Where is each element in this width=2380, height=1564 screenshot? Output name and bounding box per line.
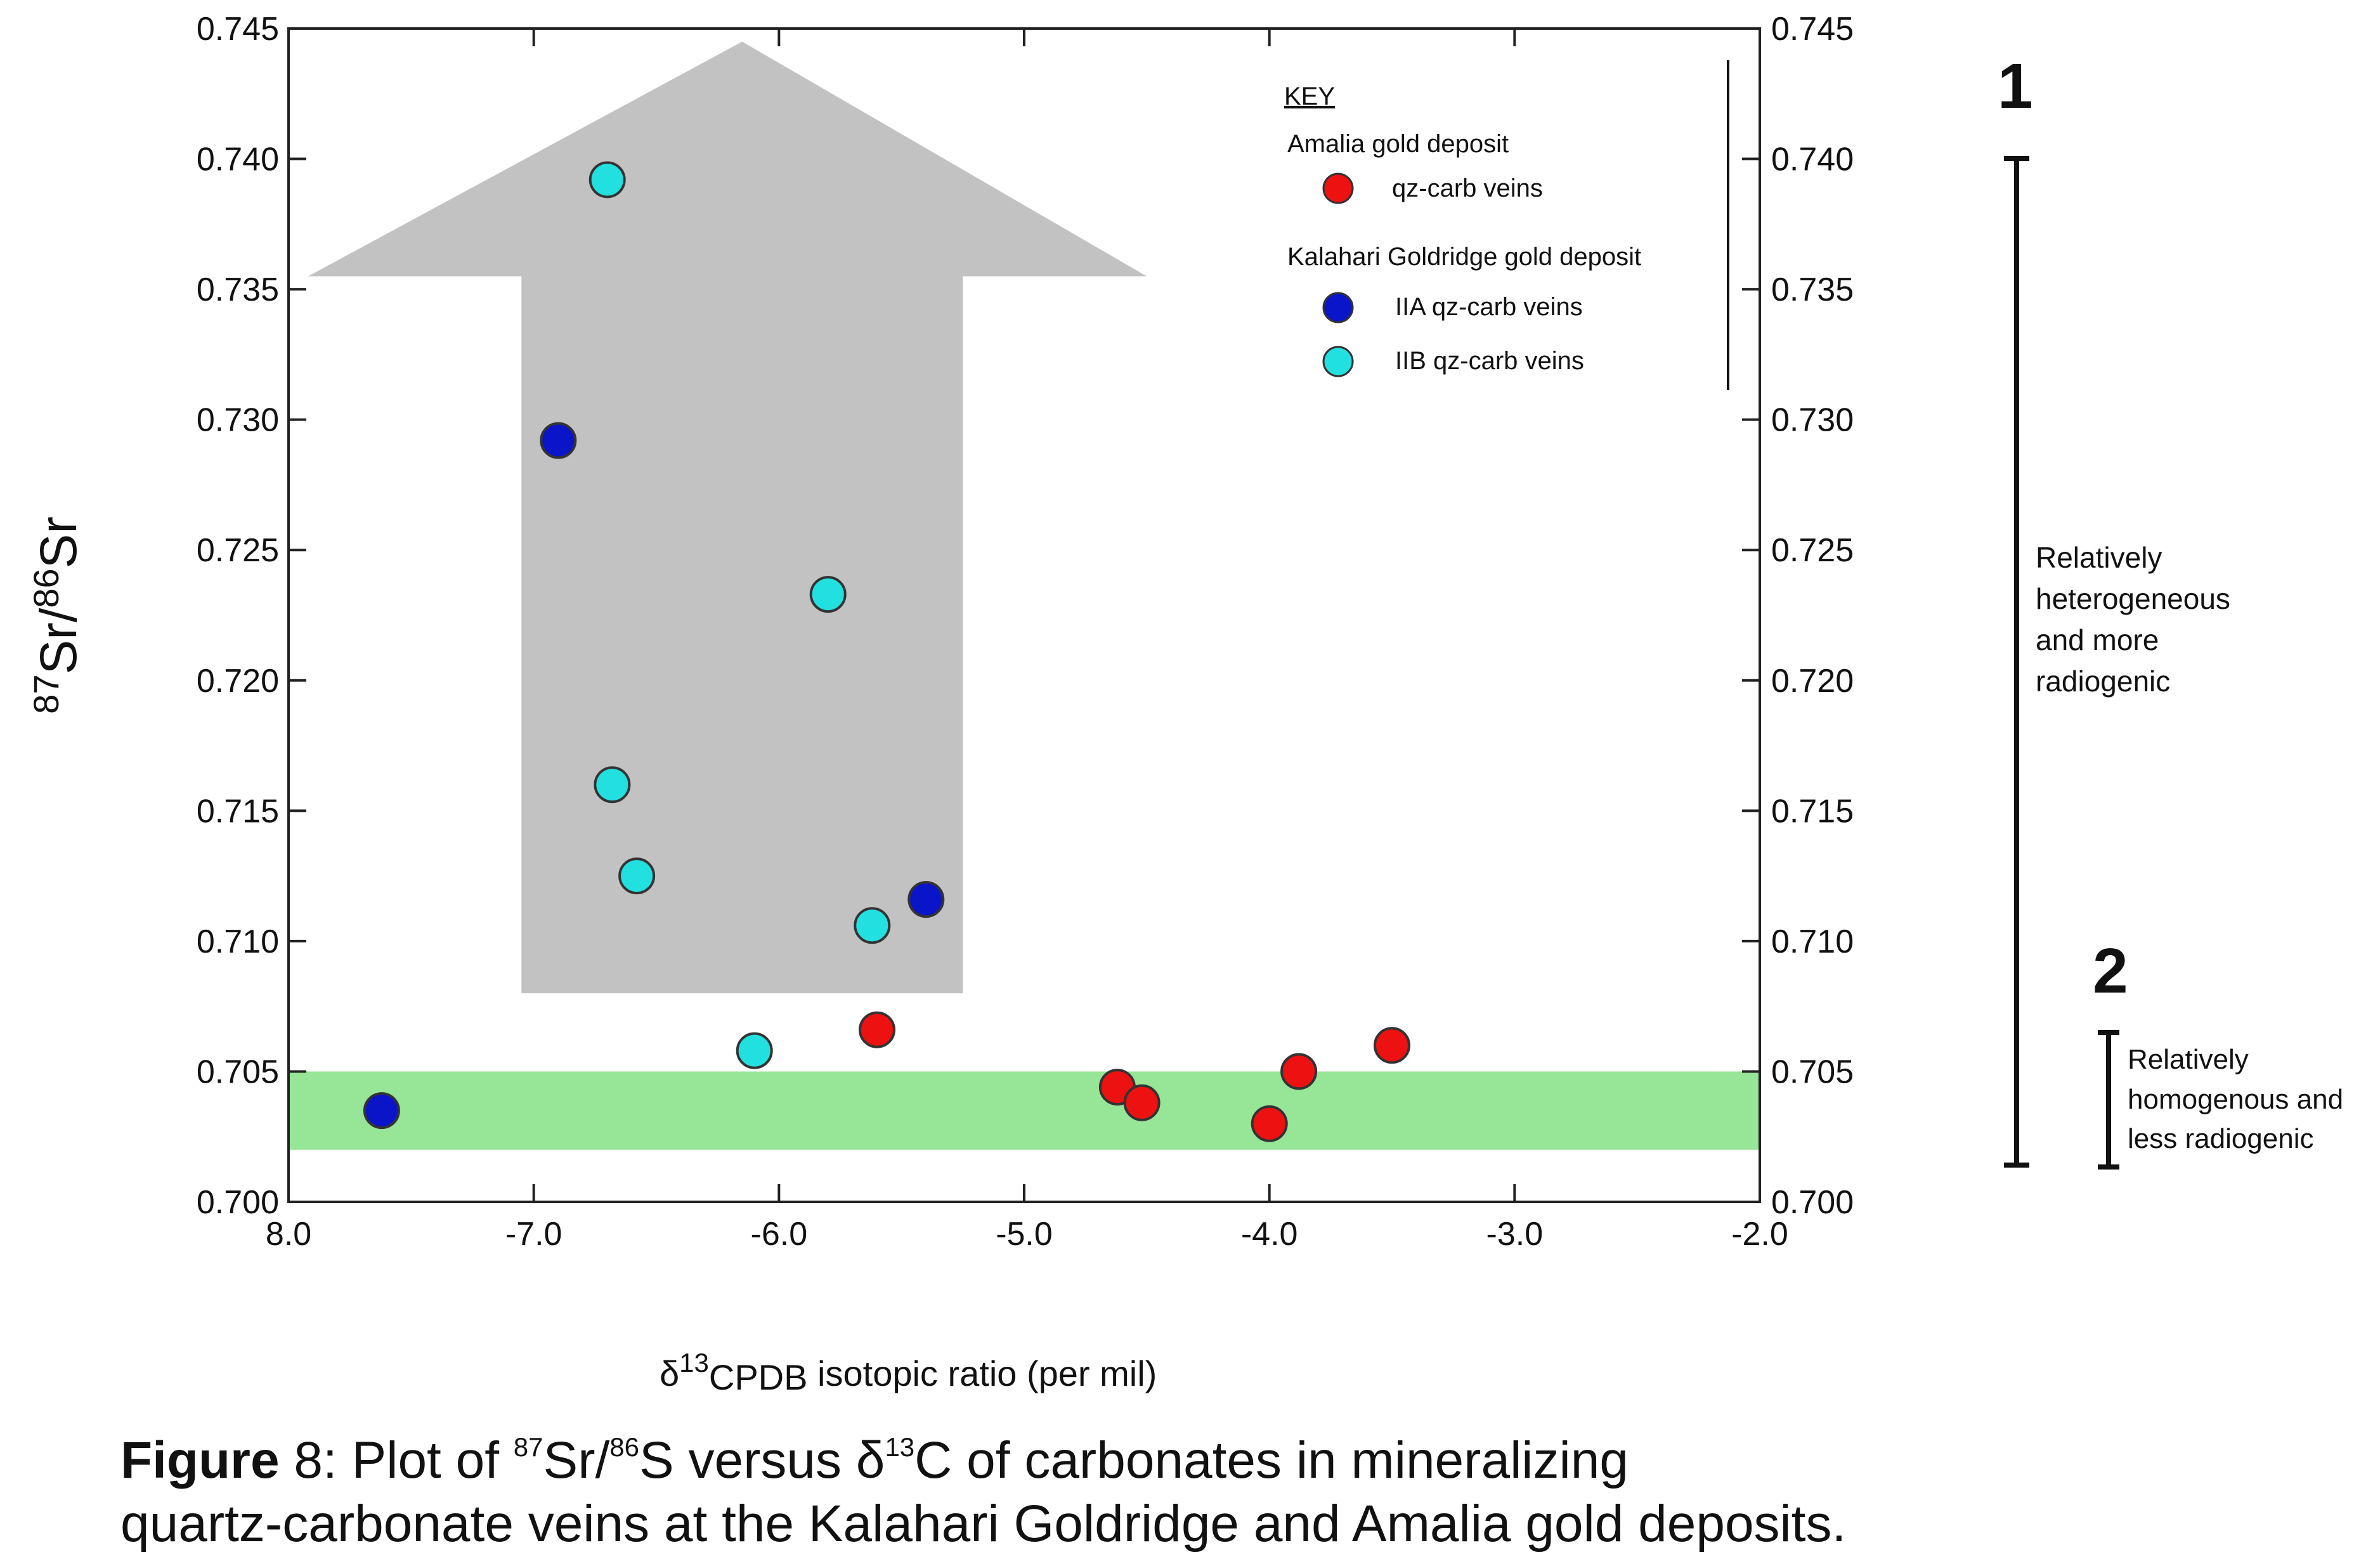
data-points	[363, 161, 1410, 1142]
y-left-tick-label: 0.740	[197, 141, 279, 178]
y-axis-label: 87Sr/86Sr	[26, 516, 88, 714]
up-arrow	[308, 41, 1147, 994]
x-tick-label: -7.0	[505, 1216, 562, 1253]
data-point-series-0	[1251, 1105, 1288, 1142]
y-label-mid: Sr/	[30, 608, 88, 674]
x-tick-label: -6.0	[751, 1216, 808, 1253]
x-axis-label: δ13CPDB isotopic ratio (per mil)	[660, 1348, 1157, 1397]
y-right-tick-label: 0.735	[1771, 271, 1854, 308]
x-tick-label: -3.0	[1486, 1216, 1544, 1253]
data-point-series-0	[1374, 1027, 1410, 1064]
x-tick-label: 8.0	[266, 1216, 311, 1253]
x-label-prefix: δ	[660, 1353, 679, 1393]
axis-ticks	[287, 27, 1761, 1203]
x-tick-label: -2.0	[1731, 1216, 1788, 1253]
group2-text-1: Relatively	[2128, 1044, 2249, 1075]
y-right-tick-label: 0.730	[1771, 402, 1854, 439]
x-tick-label: -5.0	[996, 1216, 1053, 1253]
data-point-series-1	[907, 881, 945, 918]
data-point-series-2	[736, 1032, 773, 1069]
legend-marker-amalia	[1322, 173, 1354, 204]
caption-line-2: quartz-carbonate veins at the Kalahari G…	[120, 1495, 1846, 1553]
caption-bold: Figure	[120, 1431, 280, 1489]
data-point-series-1	[363, 1092, 400, 1130]
data-point-series-2	[588, 161, 626, 199]
data-point-series-2	[594, 766, 631, 804]
figure-caption: Figure 8: Plot of 87Sr/86S versus δ13C o…	[120, 1431, 1846, 1553]
legend-group2: Kalahari Goldridge gold deposit	[1287, 243, 1641, 271]
legend-iia-label: IIA qz-carb veins	[1395, 293, 1583, 321]
caption-sup-87: 87	[514, 1432, 543, 1462]
y-label-sup2: 86	[26, 568, 66, 608]
y-label-end: Sr	[30, 516, 88, 568]
data-point-series-0	[859, 1011, 895, 1048]
legend-marker-iib	[1322, 346, 1354, 377]
y-right-tick-label: 0.700	[1771, 1184, 1854, 1221]
caption-line-1: Figure 8: Plot of 87Sr/86S versus δ13C o…	[120, 1431, 1629, 1489]
group1-text-1: Relatively	[2036, 541, 2162, 574]
x-label-rest: isotopic ratio (per mil)	[807, 1353, 1157, 1393]
group-annotations: 1 Relatively heterogeneous and more radi…	[1998, 51, 2343, 1170]
y-right-tick-label: 0.705	[1771, 1053, 1854, 1090]
axis-tick-labels: 0.700 0.700 0.705 0.705 0.710 0.710 0.715 0.715…	[197, 11, 1854, 1253]
x-label-sub: CPDB	[709, 1357, 808, 1397]
y-right-tick-label: 0.725	[1771, 532, 1854, 569]
group2-text-3: less radiogenic	[2128, 1123, 2314, 1154]
caption-part-a: 8: Plot of	[280, 1431, 514, 1489]
caption-part-b: Sr/	[543, 1431, 610, 1489]
legend-heading: KEY	[1284, 82, 1335, 110]
group2-text-2: homogenous and	[2128, 1084, 2343, 1115]
x-tick-label: -4.0	[1241, 1216, 1298, 1253]
legend-group1: Amalia gold deposit	[1287, 130, 1509, 158]
y-left-tick-label: 0.745	[197, 11, 279, 48]
group1-text-3: and more	[2036, 623, 2159, 656]
y-right-tick-label: 0.720	[1771, 663, 1854, 700]
legend: KEY Amalia gold deposit qz-carb veins Ka…	[1284, 60, 1729, 390]
data-point-series-2	[854, 907, 891, 944]
y-right-tick-label: 0.745	[1771, 11, 1854, 48]
y-left-tick-label: 0.725	[197, 532, 279, 569]
y-left-tick-label: 0.730	[197, 402, 279, 439]
y-left-tick-label: 0.720	[197, 663, 279, 700]
caption-part-c: S versus δ	[639, 1431, 885, 1489]
legend-iib-label: IIB qz-carb veins	[1395, 347, 1584, 375]
caption-sup-13: 13	[885, 1432, 914, 1462]
y-left-tick-label: 0.705	[197, 1053, 279, 1090]
data-point-series-0	[1280, 1053, 1318, 1090]
y-right-tick-label: 0.715	[1771, 793, 1854, 830]
data-point-series-2	[618, 857, 656, 895]
group1-text-4: radiogenic	[2036, 665, 2170, 698]
y-left-tick-label: 0.710	[197, 923, 279, 960]
caption-part-d: C of carbonates in mineralizing	[914, 1431, 1629, 1489]
y-left-tick-label: 0.735	[197, 271, 279, 308]
y-right-tick-label: 0.710	[1771, 923, 1854, 960]
y-right-tick-label: 0.740	[1771, 141, 1854, 178]
caption-sup-86: 86	[609, 1432, 639, 1462]
group1-text-2: heterogeneous	[2036, 582, 2230, 615]
data-point-series-1	[540, 422, 577, 459]
legend-marker-iia	[1322, 292, 1354, 323]
green-band	[289, 1071, 1760, 1150]
legend-amalia-label: qz-carb veins	[1392, 174, 1543, 202]
y-left-tick-label: 0.715	[197, 793, 279, 830]
group2-number: 2	[2093, 935, 2128, 1007]
group1-number: 1	[1998, 51, 2033, 122]
data-point-series-2	[809, 576, 847, 613]
y-label-sup1: 87	[26, 674, 66, 714]
x-label-sup: 13	[679, 1348, 709, 1378]
data-point-series-0	[1123, 1084, 1161, 1121]
y-left-tick-label: 0.700	[197, 1184, 279, 1221]
